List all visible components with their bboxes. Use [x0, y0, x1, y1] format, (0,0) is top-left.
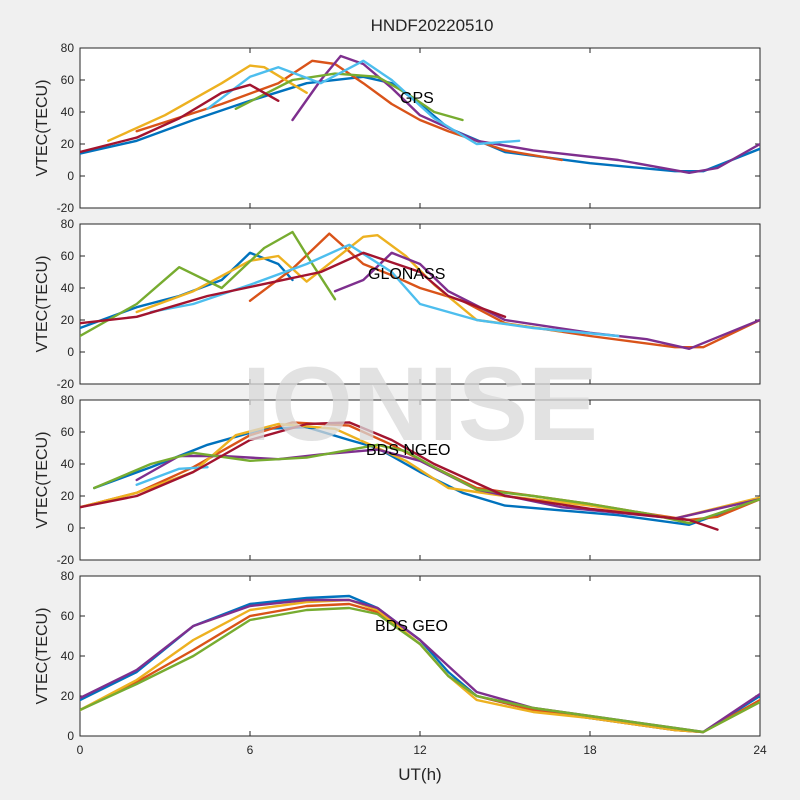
y-tick-label: 40: [61, 649, 75, 663]
y-tick-label: -20: [57, 553, 75, 567]
y-tick-label: 80: [61, 41, 75, 55]
series-line-6: [80, 251, 507, 325]
y-tick-label: 40: [61, 105, 75, 119]
series-line-4: [92, 443, 760, 525]
series-group: [80, 230, 760, 350]
plot-area: [79, 47, 761, 209]
series-line-4: [80, 606, 760, 734]
y-tick-label: 0: [67, 345, 74, 359]
y-tick-label: -20: [57, 201, 75, 215]
series-line-6: [80, 83, 280, 154]
ionise-watermark: IONISE: [242, 346, 598, 463]
panel-1: -20 0 20 40 60 80 VTEC(TECU) GLONASS: [34, 217, 761, 391]
y-tick-label: 60: [61, 73, 75, 87]
y-tick-label: 0: [67, 169, 74, 183]
x-tick-label: 0: [77, 743, 84, 757]
y-tick-label: 20: [61, 313, 75, 327]
y-tick-label: 80: [61, 393, 75, 407]
y-tick-label: 40: [61, 457, 75, 471]
constellation-label: GPS: [400, 90, 434, 107]
series-line-4: [80, 230, 337, 338]
panel-0: -20 0 20 40 60 80 VTEC(TECU) GPS: [34, 41, 761, 215]
series-line-5: [206, 59, 521, 146]
x-axis-label: UT(h): [398, 765, 441, 784]
panel-2: -20 0 20 40 60 80 VTEC(TECU) BDS NGEO: [34, 393, 761, 567]
y-tick-label: 80: [61, 569, 75, 583]
y-tick-label: 40: [61, 281, 75, 295]
series-line-5: [135, 466, 209, 486]
constellation-label: BDS GEO: [375, 618, 448, 635]
y-tick-label: 60: [61, 425, 75, 439]
chart-title: HNDF20220510: [371, 16, 494, 35]
plot-area: [79, 399, 761, 561]
y-tick-label: 0: [67, 729, 74, 743]
series-line-0: [80, 251, 294, 330]
y-tick-label: -20: [57, 377, 75, 391]
series-line-0: [92, 426, 760, 526]
series-line-5: [149, 243, 620, 338]
constellation-label: GLONASS: [368, 266, 445, 283]
constellation-label: BDS NGEO: [366, 442, 450, 459]
series-group: [80, 421, 760, 531]
y-tick-label: 60: [61, 249, 75, 263]
y-axis-label: VTEC(TECU): [34, 608, 51, 705]
y-axis-label: VTEC(TECU): [34, 432, 51, 529]
panel-3: 0 20 40 60 80 0 6 12 18 24 VTEC(TECU) BDS GEO: [34, 569, 767, 757]
series-group: [80, 54, 760, 175]
x-tick-label: 6: [247, 743, 254, 757]
y-tick-label: 20: [61, 137, 75, 151]
series-line-4: [234, 72, 464, 122]
series-line-2: [107, 64, 308, 143]
y-tick-label: 60: [61, 609, 75, 623]
y-axis-label: VTEC(TECU): [34, 256, 51, 353]
x-tick-label: 18: [583, 743, 597, 757]
y-tick-label: 20: [61, 689, 75, 703]
y-axis-label: VTEC(TECU): [34, 80, 51, 177]
y-tick-label: 0: [67, 521, 74, 535]
y-tick-label: 80: [61, 217, 75, 231]
x-tick-label: 12: [413, 743, 427, 757]
y-tick-label: 20: [61, 489, 75, 503]
series-group: [80, 594, 760, 734]
x-tick-label: 24: [753, 743, 767, 757]
series-line-6: [80, 421, 719, 531]
